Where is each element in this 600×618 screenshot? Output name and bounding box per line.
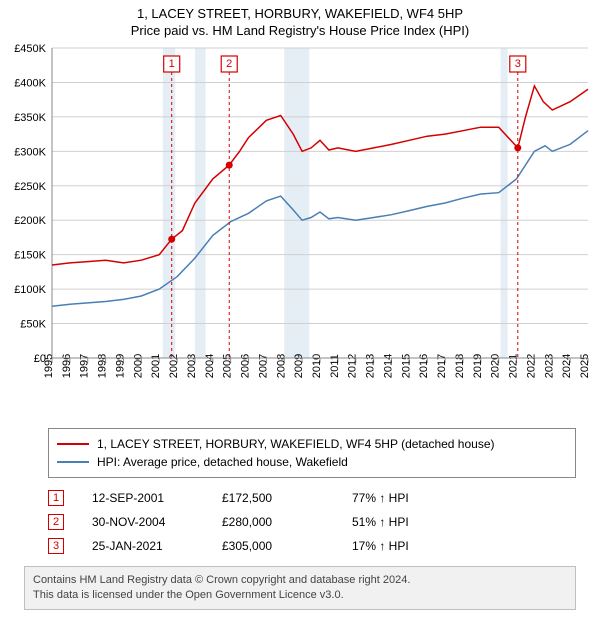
legend-swatch <box>57 443 89 445</box>
y-tick-label: £350K <box>14 112 46 124</box>
sales-date: 12-SEP-2001 <box>92 491 222 505</box>
sale-marker-number: 3 <box>515 58 521 70</box>
sale-marker-dot <box>514 144 521 151</box>
x-tick-label: 2014 <box>382 354 394 378</box>
x-tick-label: 1998 <box>97 354 109 378</box>
x-tick-label: 2012 <box>347 354 359 378</box>
sales-row: 2 30-NOV-2004 £280,000 51% ↑ HPI <box>48 510 576 534</box>
sales-price: £305,000 <box>222 539 352 553</box>
recession-band <box>500 48 507 358</box>
x-tick-label: 2005 <box>222 354 234 378</box>
x-tick-label: 2023 <box>543 354 555 378</box>
x-tick-label: 2017 <box>436 354 448 378</box>
sales-row: 3 25-JAN-2021 £305,000 17% ↑ HPI <box>48 534 576 558</box>
legend-box: 1, LACEY STREET, HORBURY, WAKEFIELD, WF4… <box>48 428 576 478</box>
sales-pct: 17% ↑ HPI <box>352 539 492 553</box>
footer-line: Contains HM Land Registry data © Crown c… <box>33 573 567 588</box>
x-tick-label: 2024 <box>561 354 573 378</box>
y-tick-label: £200K <box>14 215 46 227</box>
y-tick-label: £250K <box>14 181 46 193</box>
x-tick-label: 2013 <box>365 354 377 378</box>
sales-marker-badge: 3 <box>48 538 64 554</box>
footer-attribution: Contains HM Land Registry data © Crown c… <box>24 566 576 610</box>
sale-marker-dot <box>226 162 233 169</box>
sales-marker-badge: 1 <box>48 490 64 506</box>
chart-titles: 1, LACEY STREET, HORBURY, WAKEFIELD, WF4… <box>0 0 600 42</box>
x-tick-label: 2009 <box>293 354 305 378</box>
y-tick-label: £150K <box>14 250 46 262</box>
x-tick-label: 2007 <box>257 354 269 378</box>
y-tick-label: £450K <box>14 43 46 55</box>
sale-marker-number: 1 <box>169 58 175 70</box>
sales-date: 30-NOV-2004 <box>92 515 222 529</box>
footer-line: This data is licensed under the Open Gov… <box>33 588 567 603</box>
x-tick-label: 2025 <box>579 354 591 378</box>
sale-marker-number: 2 <box>226 58 232 70</box>
recession-band <box>163 48 176 358</box>
x-tick-label: 2008 <box>275 354 287 378</box>
legend-swatch <box>57 461 89 463</box>
x-tick-label: 2018 <box>454 354 466 378</box>
x-tick-label: 2021 <box>508 354 520 378</box>
recession-band <box>195 48 206 358</box>
chart-title-subtitle: Price paid vs. HM Land Registry's House … <box>0 23 600 38</box>
sales-marker-badge: 2 <box>48 514 64 530</box>
x-tick-label: 2003 <box>186 354 198 378</box>
sales-table: 1 12-SEP-2001 £172,500 77% ↑ HPI 2 30-NO… <box>48 486 576 558</box>
sales-price: £280,000 <box>222 515 352 529</box>
sales-pct: 51% ↑ HPI <box>352 515 492 529</box>
x-tick-label: 2022 <box>525 354 537 378</box>
x-tick-label: 1996 <box>61 354 73 378</box>
legend-label: 1, LACEY STREET, HORBURY, WAKEFIELD, WF4… <box>97 437 495 451</box>
x-tick-label: 2020 <box>490 354 502 378</box>
y-tick-label: £400K <box>14 77 46 89</box>
x-tick-label: 2001 <box>150 354 162 378</box>
chart-svg: £0£50K£100K£150K£200K£250K£300K£350K£400… <box>0 42 600 422</box>
x-tick-label: 2004 <box>204 354 216 378</box>
sales-date: 25-JAN-2021 <box>92 539 222 553</box>
recession-band <box>284 48 309 358</box>
sales-pct: 77% ↑ HPI <box>352 491 492 505</box>
chart-title-address: 1, LACEY STREET, HORBURY, WAKEFIELD, WF4… <box>0 6 600 21</box>
x-tick-label: 2015 <box>400 354 412 378</box>
y-tick-label: £100K <box>14 284 46 296</box>
legend-item: HPI: Average price, detached house, Wake… <box>57 453 567 471</box>
chart-container: 1, LACEY STREET, HORBURY, WAKEFIELD, WF4… <box>0 0 600 610</box>
legend-item: 1, LACEY STREET, HORBURY, WAKEFIELD, WF4… <box>57 435 567 453</box>
x-tick-label: 2006 <box>240 354 252 378</box>
x-tick-label: 1995 <box>43 354 55 378</box>
x-tick-label: 2002 <box>168 354 180 378</box>
legend-label: HPI: Average price, detached house, Wake… <box>97 455 348 469</box>
sales-row: 1 12-SEP-2001 £172,500 77% ↑ HPI <box>48 486 576 510</box>
x-tick-label: 1999 <box>114 354 126 378</box>
x-tick-label: 1997 <box>79 354 91 378</box>
chart-plot: £0£50K£100K£150K£200K£250K£300K£350K£400… <box>0 42 600 422</box>
x-tick-label: 2000 <box>132 354 144 378</box>
sale-marker-dot <box>168 236 175 243</box>
x-tick-label: 2016 <box>418 354 430 378</box>
x-tick-label: 2019 <box>472 354 484 378</box>
y-tick-label: £300K <box>14 146 46 158</box>
y-tick-label: £50K <box>20 319 46 331</box>
x-tick-label: 2010 <box>311 354 323 378</box>
sales-price: £172,500 <box>222 491 352 505</box>
